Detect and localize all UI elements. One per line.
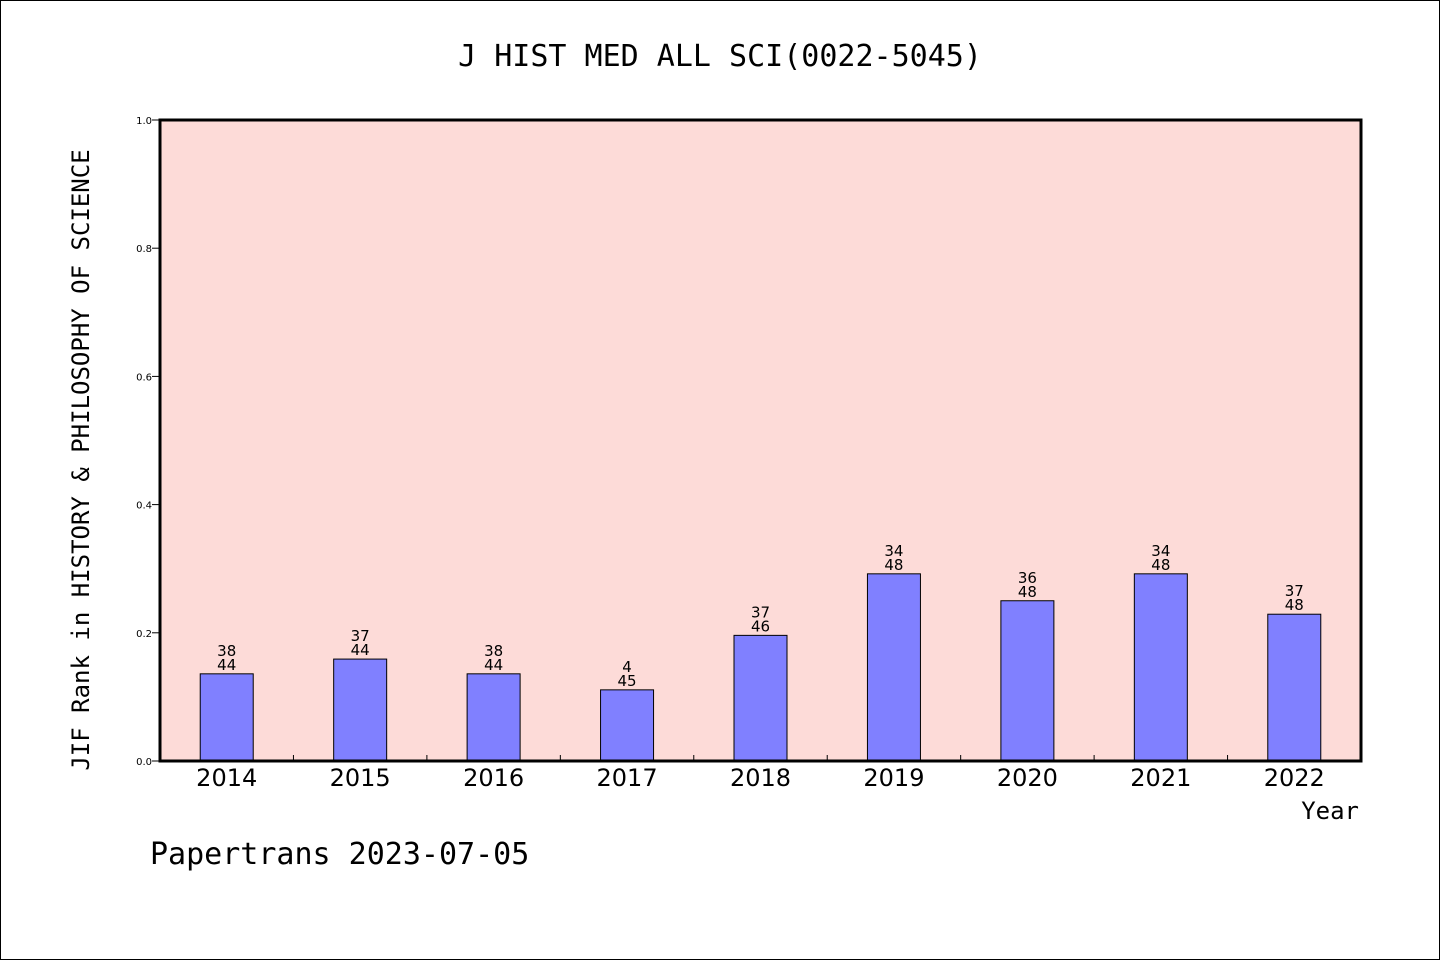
- x-tick-label: 2022: [1264, 764, 1325, 792]
- x-tick-label: 2014: [196, 764, 257, 792]
- y-tick-label: 0.0: [136, 757, 152, 768]
- bar-total-label: 45: [618, 672, 637, 690]
- bar-2021: [1133, 573, 1188, 762]
- bar-rank-label: 4: [622, 658, 632, 676]
- bar-2019: [866, 573, 921, 762]
- bar-rank-label: 34: [884, 542, 903, 560]
- bar-total-label: 48: [1018, 583, 1037, 601]
- x-tick-label: 2020: [997, 764, 1058, 792]
- bar-2016: [466, 673, 521, 762]
- bar-rank-label: 37: [751, 603, 770, 621]
- bar-2020: [1000, 600, 1055, 762]
- bar-rank-label: 37: [1285, 582, 1304, 600]
- x-axis-label: Year: [1301, 797, 1359, 825]
- bar-2015: [333, 658, 388, 762]
- bar-total-label: 44: [484, 656, 503, 674]
- x-tick-label: 2016: [463, 764, 524, 792]
- bar-total-label: 48: [1151, 556, 1170, 574]
- y-axis-label: JIF Rank in HISTORY & PHILOSOPHY OF SCIE…: [67, 149, 95, 770]
- y-tick-label: 1.0: [136, 116, 152, 127]
- chart-title: J HIST MED ALL SCI(0022-5045): [458, 39, 982, 74]
- bar-rank-label: 37: [351, 627, 370, 645]
- bar-total-label: 48: [884, 556, 903, 574]
- plot-border: [158, 118, 1363, 763]
- x-tick-label: 2021: [1130, 764, 1191, 792]
- bar-rank-label: 38: [484, 642, 503, 660]
- bar-2022: [1267, 613, 1322, 762]
- x-tick-label: 2018: [730, 764, 791, 792]
- bar-rank-label: 36: [1018, 569, 1037, 587]
- y-tick-label: 0.4: [136, 501, 152, 512]
- bar-total-label: 44: [351, 641, 370, 659]
- bar-2018: [733, 634, 788, 762]
- bar-2017: [600, 689, 655, 762]
- x-tick-label: 2017: [597, 764, 658, 792]
- y-tick-label: 0.2: [136, 629, 152, 640]
- y-tick-label: 0.6: [136, 372, 152, 383]
- bar-total-label: 48: [1285, 596, 1304, 614]
- y-tick-label: 0.8: [136, 244, 152, 255]
- bar-total-label: 46: [751, 617, 770, 635]
- x-tick-label: 2015: [330, 764, 391, 792]
- footer-source-date: Papertrans 2023-07-05: [150, 837, 529, 872]
- x-tick-label: 2019: [863, 764, 924, 792]
- bar-rank-label: 38: [217, 642, 236, 660]
- bar-2014: [199, 673, 254, 762]
- bar-total-label: 44: [217, 656, 236, 674]
- bar-rank-label: 34: [1151, 542, 1170, 560]
